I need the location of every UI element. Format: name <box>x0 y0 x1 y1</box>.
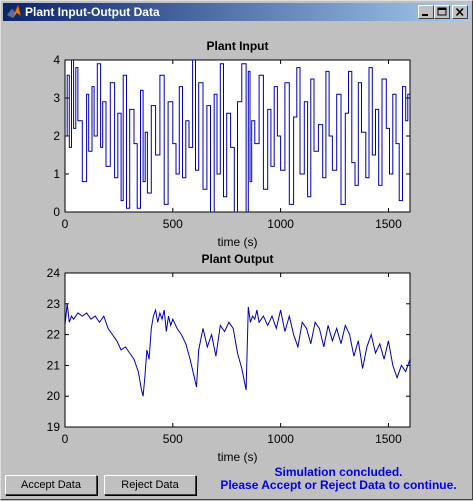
series-line <box>65 60 410 212</box>
x-axis-label: time (s) <box>218 235 258 249</box>
x-tick-label: 0 <box>62 432 69 446</box>
x-tick-label: 500 <box>163 217 183 231</box>
y-tick-label: 1 <box>53 167 60 181</box>
x-tick-label: 1000 <box>267 432 294 446</box>
status-line-1: Simulation concluded. <box>274 465 403 479</box>
status-line-2: Please Accept or Reject Data to continue… <box>220 478 457 492</box>
x-axis-label: time (s) <box>218 450 258 464</box>
window-title: Plant Input-Output Data <box>25 5 160 19</box>
y-tick-label: 22 <box>47 328 61 342</box>
maximize-icon <box>437 7 447 16</box>
maximize-button[interactable] <box>434 5 450 19</box>
close-button[interactable] <box>452 5 468 19</box>
y-tick-label: 19 <box>47 420 61 434</box>
chart-title: Plant Input <box>207 39 269 53</box>
y-tick-label: 24 <box>47 266 61 280</box>
plant-input-chart: Plant Input time (s) 0 500 1000 1500 0 1 2 3 4 <box>53 39 411 249</box>
x-tick-label: 1500 <box>375 432 402 446</box>
y-tick-label: 3 <box>53 91 60 105</box>
series-line <box>65 303 410 397</box>
title-bar[interactable]: Plant Input-Output Data <box>3 3 470 21</box>
accept-data-button[interactable]: Accept Data <box>5 475 97 495</box>
y-tick-label: 23 <box>47 297 61 311</box>
y-tick-label: 20 <box>47 389 61 403</box>
matlab-logo-icon <box>6 4 22 19</box>
plant-output-chart: Plant Output time (s) 0 500 1000 1500 19 20 21 22… <box>47 252 411 464</box>
y-tick-label: 2 <box>53 129 60 143</box>
y-tick-label: 0 <box>53 205 60 219</box>
x-tick-label: 1000 <box>267 217 294 231</box>
chart-title: Plant Output <box>202 252 274 266</box>
close-icon <box>455 7 464 17</box>
y-tick-label: 21 <box>47 358 61 372</box>
x-tick-label: 0 <box>62 217 69 231</box>
reject-data-button[interactable]: Reject Data <box>104 475 196 495</box>
x-tick-label: 500 <box>163 432 183 446</box>
minimize-button[interactable] <box>418 5 434 19</box>
status-message: Simulation concluded. Please Accept or R… <box>212 466 465 495</box>
plot-area <box>64 272 411 428</box>
y-tick-label: 4 <box>53 53 60 67</box>
minimize-icon <box>422 14 428 16</box>
x-tick-label: 1500 <box>375 217 402 231</box>
